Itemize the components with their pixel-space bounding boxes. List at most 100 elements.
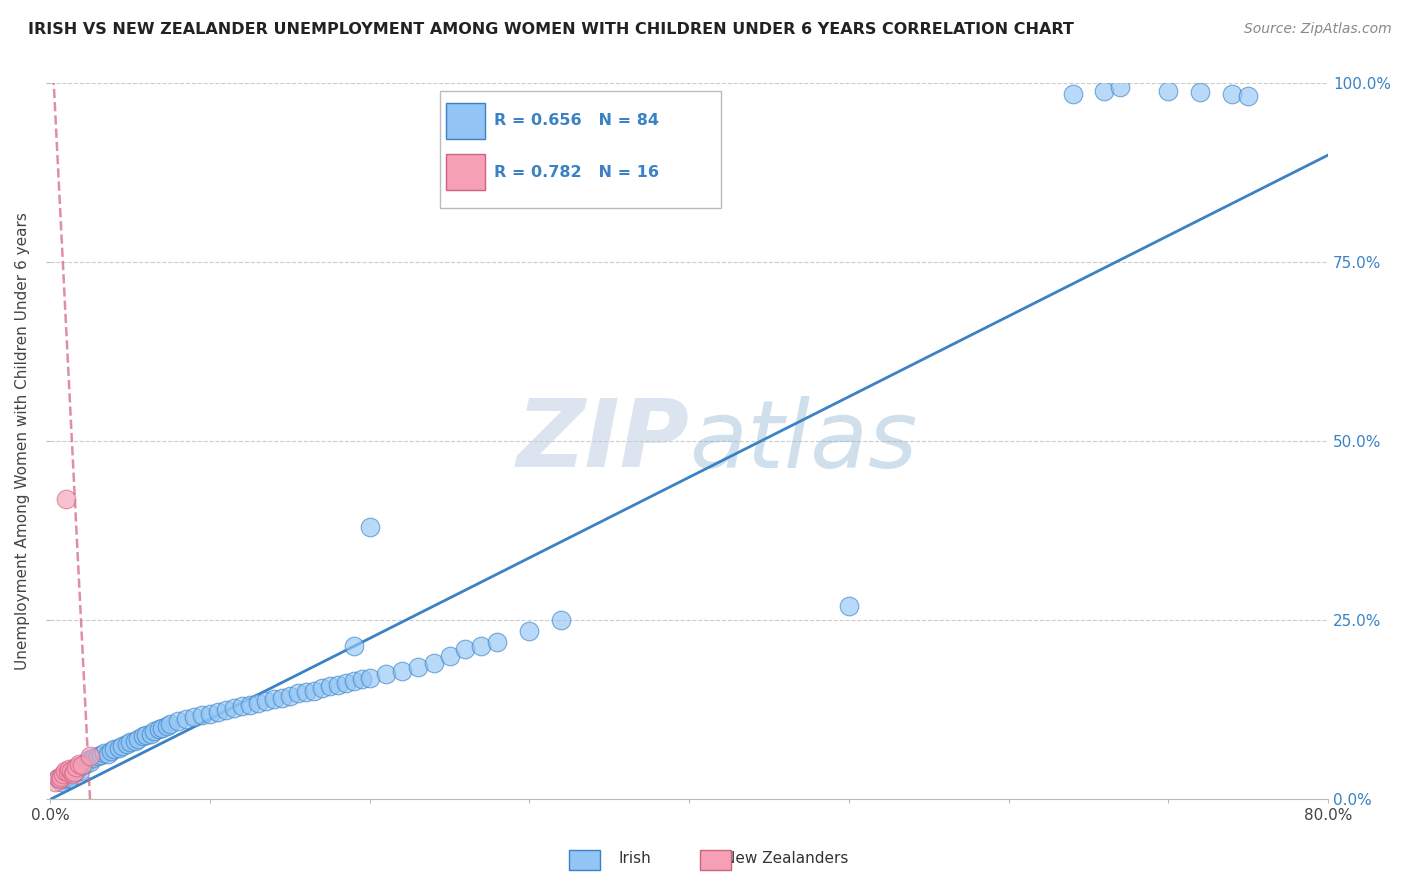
Point bbox=[198, 706, 221, 721]
Point bbox=[59, 765, 82, 780]
Point bbox=[93, 746, 115, 760]
Point bbox=[48, 772, 70, 787]
Text: R = 0.656   N = 84: R = 0.656 N = 84 bbox=[494, 113, 658, 128]
Point bbox=[70, 758, 93, 772]
Point bbox=[55, 767, 77, 781]
Point bbox=[550, 614, 572, 628]
Point bbox=[207, 705, 229, 719]
Point bbox=[254, 693, 277, 707]
Point bbox=[62, 763, 84, 777]
Point bbox=[391, 664, 413, 678]
Point bbox=[127, 731, 149, 746]
Point bbox=[343, 639, 366, 653]
Y-axis label: Unemployment Among Women with Children Under 6 years: Unemployment Among Women with Children U… bbox=[15, 212, 30, 671]
Point bbox=[350, 672, 373, 686]
Point bbox=[174, 712, 197, 726]
FancyBboxPatch shape bbox=[440, 91, 721, 208]
Point bbox=[263, 692, 285, 706]
Point bbox=[1237, 89, 1260, 103]
Point bbox=[183, 710, 205, 724]
Point bbox=[53, 764, 76, 778]
Point bbox=[439, 649, 461, 664]
Point bbox=[58, 771, 80, 785]
Point bbox=[311, 681, 333, 696]
Point bbox=[67, 760, 90, 774]
Point bbox=[70, 758, 93, 772]
Text: IRISH VS NEW ZEALANDER UNEMPLOYMENT AMONG WOMEN WITH CHILDREN UNDER 6 YEARS CORR: IRISH VS NEW ZEALANDER UNEMPLOYMENT AMON… bbox=[28, 22, 1074, 37]
Point bbox=[69, 764, 91, 778]
Text: New Zealanders: New Zealanders bbox=[724, 851, 848, 865]
Point bbox=[406, 660, 429, 674]
Point bbox=[374, 667, 396, 681]
Point bbox=[1062, 87, 1084, 102]
Point bbox=[519, 624, 541, 639]
Point bbox=[422, 657, 444, 671]
Text: Irish: Irish bbox=[619, 851, 651, 865]
Point bbox=[65, 760, 87, 774]
Point bbox=[51, 770, 73, 784]
Point bbox=[111, 739, 134, 753]
Point bbox=[359, 671, 381, 685]
Point bbox=[103, 742, 125, 756]
Point bbox=[79, 749, 101, 764]
Point bbox=[46, 771, 69, 785]
Point bbox=[1157, 84, 1180, 98]
Text: Source: ZipAtlas.com: Source: ZipAtlas.com bbox=[1244, 22, 1392, 37]
Point bbox=[294, 685, 316, 699]
Point bbox=[167, 714, 190, 728]
Point bbox=[335, 676, 357, 690]
Point bbox=[486, 635, 509, 649]
Point bbox=[148, 723, 170, 737]
Point bbox=[63, 764, 86, 778]
Point bbox=[326, 678, 349, 692]
Point bbox=[318, 679, 340, 693]
Point bbox=[278, 689, 301, 703]
Point bbox=[77, 753, 100, 767]
Point bbox=[159, 717, 181, 731]
Point bbox=[270, 690, 292, 705]
Text: R = 0.782   N = 16: R = 0.782 N = 16 bbox=[494, 165, 658, 179]
Point bbox=[108, 740, 131, 755]
Point bbox=[135, 728, 157, 742]
Point bbox=[97, 747, 120, 762]
Point bbox=[118, 735, 141, 749]
Point bbox=[454, 642, 477, 657]
Point bbox=[838, 599, 860, 614]
Point bbox=[156, 719, 179, 733]
Point bbox=[139, 726, 162, 740]
Point bbox=[52, 767, 75, 781]
Point bbox=[287, 686, 309, 700]
Point bbox=[191, 708, 214, 723]
Point bbox=[246, 696, 269, 710]
Point bbox=[470, 639, 492, 653]
Text: ZIP: ZIP bbox=[516, 395, 689, 487]
Point bbox=[52, 772, 75, 787]
Point bbox=[62, 767, 84, 781]
Point bbox=[79, 756, 101, 770]
Point bbox=[53, 770, 76, 784]
Point bbox=[1220, 87, 1243, 102]
Point bbox=[150, 721, 173, 735]
Point bbox=[55, 491, 77, 506]
Point bbox=[87, 749, 110, 764]
Point bbox=[215, 703, 238, 717]
Point bbox=[302, 683, 325, 698]
Point bbox=[100, 744, 122, 758]
Point bbox=[359, 520, 381, 534]
Point bbox=[343, 674, 366, 689]
Point bbox=[1189, 85, 1212, 99]
Point bbox=[56, 765, 79, 780]
Point bbox=[65, 765, 87, 780]
Point bbox=[82, 751, 104, 765]
Point bbox=[1109, 80, 1132, 95]
Point bbox=[1094, 84, 1116, 98]
Point bbox=[58, 763, 80, 777]
Text: atlas: atlas bbox=[689, 396, 917, 487]
FancyBboxPatch shape bbox=[446, 154, 485, 190]
Point bbox=[90, 747, 112, 762]
FancyBboxPatch shape bbox=[446, 103, 485, 138]
Point bbox=[124, 733, 146, 747]
Point bbox=[44, 774, 66, 789]
Point bbox=[239, 698, 262, 712]
Point bbox=[222, 701, 245, 715]
